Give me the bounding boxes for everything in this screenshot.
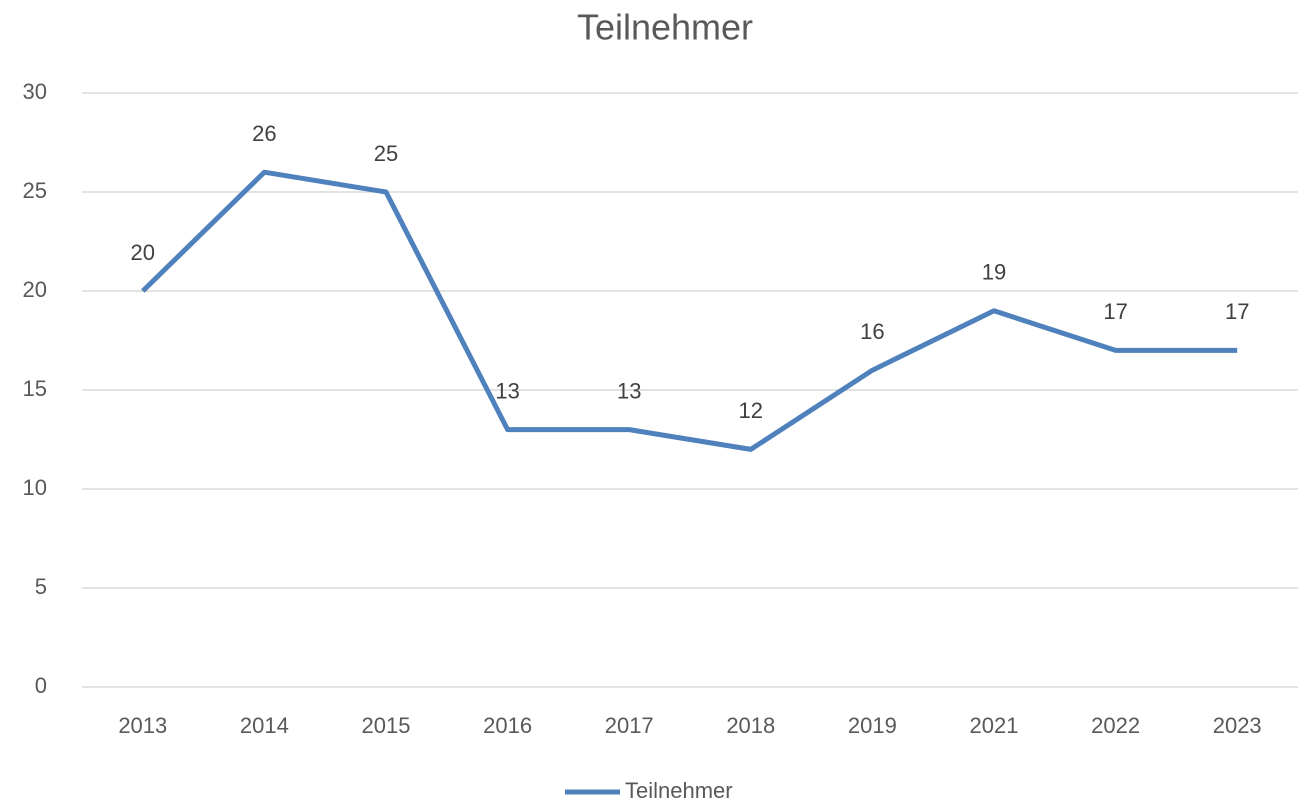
y-tick-label: 15 bbox=[23, 376, 47, 401]
data-label: 17 bbox=[1225, 299, 1249, 324]
x-tick-label: 2018 bbox=[726, 713, 775, 738]
x-tick-label: 2022 bbox=[1091, 713, 1140, 738]
x-tick-label: 2015 bbox=[362, 713, 411, 738]
line bbox=[141, 169, 1238, 452]
x-tick-label: 2014 bbox=[240, 713, 289, 738]
data-label: 12 bbox=[739, 398, 763, 423]
x-tick-label: 2013 bbox=[118, 713, 167, 738]
x-tick-label: 2023 bbox=[1213, 713, 1262, 738]
y-tick-label: 10 bbox=[23, 475, 47, 500]
x-tick-label: 2016 bbox=[483, 713, 532, 738]
x-tick-label: 2021 bbox=[970, 713, 1019, 738]
data-label: 20 bbox=[131, 240, 155, 265]
x-tick-label: 2019 bbox=[848, 713, 897, 738]
y-tick-label: 0 bbox=[35, 673, 47, 698]
y-tick-label: 25 bbox=[23, 178, 47, 203]
y-tick-label: 20 bbox=[23, 277, 47, 302]
data-label: 17 bbox=[1103, 299, 1127, 324]
legend-label: Teilnehmer bbox=[625, 778, 733, 803]
data-label: 13 bbox=[495, 378, 519, 403]
data-label: 19 bbox=[982, 260, 1006, 285]
chart-title: Teilnehmer bbox=[577, 7, 753, 48]
y-tick-label: 30 bbox=[23, 79, 47, 104]
data-label: 13 bbox=[617, 378, 641, 403]
x-tick-label: 2017 bbox=[605, 713, 654, 738]
data-label: 25 bbox=[374, 141, 398, 166]
y-tick-label: 5 bbox=[35, 574, 47, 599]
data-label: 26 bbox=[252, 121, 276, 146]
data-label: 16 bbox=[860, 319, 884, 344]
